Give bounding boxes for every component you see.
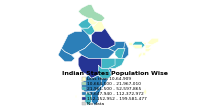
Polygon shape xyxy=(88,85,102,105)
Polygon shape xyxy=(142,38,159,45)
Polygon shape xyxy=(81,79,83,82)
Polygon shape xyxy=(82,25,95,35)
Polygon shape xyxy=(58,48,75,62)
Polygon shape xyxy=(61,28,92,55)
Polygon shape xyxy=(88,18,98,25)
Polygon shape xyxy=(122,42,128,58)
Polygon shape xyxy=(92,32,95,38)
Polygon shape xyxy=(145,45,152,48)
Polygon shape xyxy=(142,52,145,55)
Polygon shape xyxy=(95,68,112,89)
Polygon shape xyxy=(128,42,132,45)
Polygon shape xyxy=(78,55,102,78)
Polygon shape xyxy=(132,45,142,48)
Polygon shape xyxy=(108,42,128,52)
Polygon shape xyxy=(105,58,125,68)
Polygon shape xyxy=(98,58,115,68)
Polygon shape xyxy=(115,48,125,58)
Polygon shape xyxy=(75,95,77,97)
Polygon shape xyxy=(132,42,145,48)
Polygon shape xyxy=(145,48,152,52)
Polygon shape xyxy=(98,65,112,78)
Polygon shape xyxy=(82,75,102,92)
Polygon shape xyxy=(78,18,92,28)
Polygon shape xyxy=(78,42,115,58)
Polygon shape xyxy=(138,52,142,58)
Polygon shape xyxy=(143,89,147,95)
Legend: Less than 10,64,909, 10,664,500 - 21,967,010, 21,961,500 - 52,597,865, 52,647,94: Less than 10,64,909, 10,664,500 - 21,967… xyxy=(61,71,168,106)
Polygon shape xyxy=(78,5,105,21)
Polygon shape xyxy=(85,92,92,105)
Polygon shape xyxy=(92,28,115,48)
Polygon shape xyxy=(92,21,105,32)
